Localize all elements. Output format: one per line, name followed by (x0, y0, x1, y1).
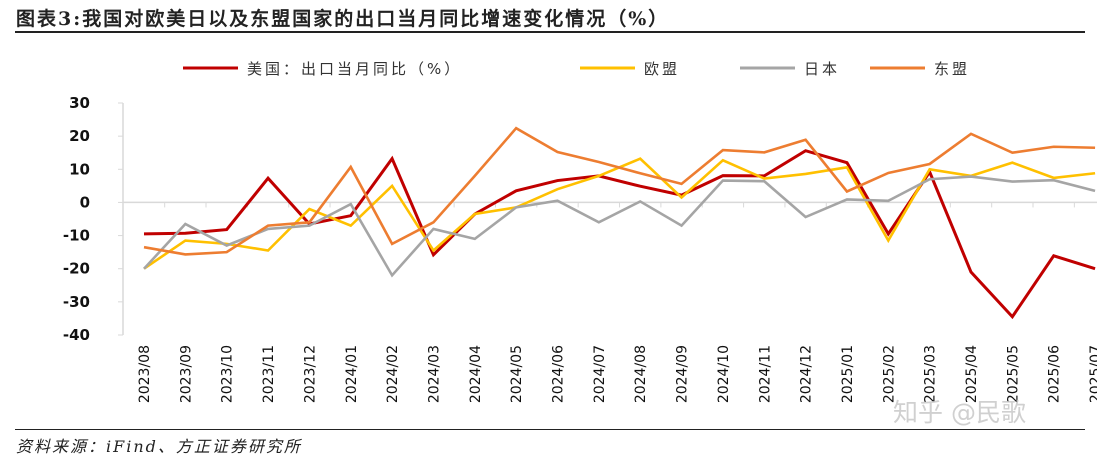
x-tick-label: 2024/12 (799, 345, 815, 403)
legend-label-0: 美国：出口当月同比（%） (247, 60, 462, 78)
y-tick-label: -20 (63, 260, 90, 278)
source-note: 资料来源：iFind、方正证券研究所 (16, 437, 302, 456)
x-tick-label: 2025/01 (840, 345, 856, 403)
x-tick-label: 2023/08 (137, 345, 153, 403)
y-tick-label: -40 (63, 326, 90, 344)
x-tick-label: 2025/07 (1088, 345, 1097, 403)
chart-title: 图表3:我国对欧美日以及东盟国家的出口当月同比增速变化情况（%） (16, 8, 670, 30)
x-tick-label: 2024/03 (426, 345, 442, 403)
y-tick-label: 10 (69, 160, 90, 178)
legend-label-3: 东盟 (934, 60, 970, 78)
title-rule (15, 31, 1085, 33)
x-tick-label: 2025/05 (1005, 345, 1021, 403)
x-tick-label: 2023/09 (178, 345, 194, 403)
x-tick-label: 2025/03 (923, 345, 939, 403)
series-line-1 (143, 157, 1096, 270)
series-line-2 (143, 175, 1096, 278)
x-tick-label: 2023/11 (261, 345, 277, 403)
watermark: 知乎 @民歌 (893, 398, 1026, 427)
y-tick-label: 0 (80, 193, 90, 211)
y-tick-label: -30 (63, 293, 90, 311)
x-tick-label: 2024/08 (633, 345, 649, 403)
line-chart: 30 20 10 0 -10 -20 -30 -40 2023/08 2023/09 2023/10… (63, 60, 1097, 403)
source-rule (15, 429, 1085, 430)
x-tick-label: 2025/04 (964, 345, 980, 403)
x-tick-label: 2024/10 (716, 345, 732, 403)
x-tick-label: 2023/10 (220, 345, 236, 403)
x-tick-label: 2025/06 (1047, 345, 1063, 403)
x-tick-label: 2024/06 (551, 345, 567, 403)
x-tick-label: 2024/05 (509, 345, 525, 403)
x-tick-label: 2023/12 (302, 345, 318, 403)
legend-label-2: 日本 (804, 60, 840, 78)
y-tick-label: 30 (69, 94, 90, 112)
x-tick-label: 2024/02 (385, 345, 401, 403)
y-tick-label: -10 (63, 227, 90, 245)
x-tick-label: 2025/02 (881, 345, 897, 403)
x-tick-label: 2024/07 (592, 345, 608, 403)
x-tick-label: 2024/04 (468, 345, 484, 403)
y-tick-label: 20 (69, 127, 90, 145)
series-line-0 (143, 149, 1096, 320)
legend-label-1: 欧盟 (644, 60, 680, 78)
x-tick-label: 2024/01 (344, 345, 360, 403)
x-tick-label: 2024/11 (757, 345, 773, 403)
series-line-3 (143, 126, 1096, 256)
x-tick-label: 2024/09 (675, 345, 691, 403)
